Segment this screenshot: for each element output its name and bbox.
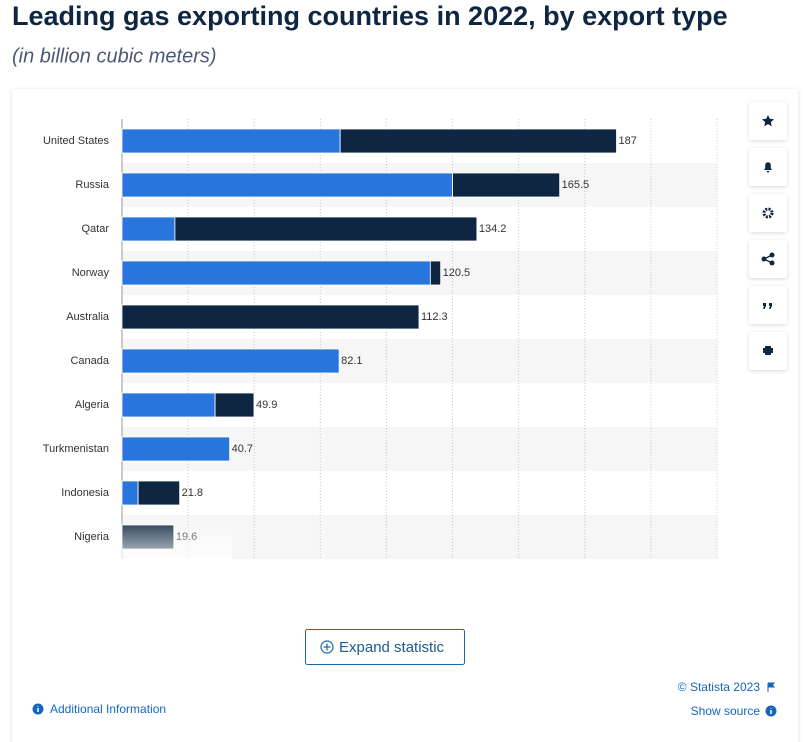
total-label: 49.9 <box>256 399 277 411</box>
bar-segment <box>121 392 216 418</box>
bar-segment <box>121 436 231 462</box>
bar-segment <box>121 348 340 374</box>
show-source[interactable]: Show source <box>691 704 761 718</box>
category-label: United States <box>43 135 110 147</box>
category-label: Canada <box>70 355 109 367</box>
print-icon <box>763 346 773 355</box>
plus-icon-cross <box>323 643 331 651</box>
bar-segment <box>214 392 255 418</box>
total-label: 21.8 <box>182 487 203 499</box>
subtitle: (in billion cubic meters) <box>12 45 217 67</box>
category-label: Norway <box>72 267 110 279</box>
star-icon <box>762 115 774 127</box>
cite-button[interactable] <box>749 286 787 324</box>
quote-icon <box>763 303 772 309</box>
bar-segment <box>121 172 453 198</box>
bar-segment <box>121 260 431 286</box>
bar-segment <box>121 216 176 242</box>
bar-segment <box>452 172 561 198</box>
bar-segment <box>137 480 181 506</box>
category-label: Nigeria <box>74 531 110 543</box>
category-label: Indonesia <box>61 487 110 499</box>
expand-button[interactable] <box>305 629 465 665</box>
category-label: Qatar <box>81 223 109 235</box>
share-icon <box>761 252 775 266</box>
bar-segment <box>339 128 617 154</box>
bar-segment <box>121 304 420 330</box>
total-label: 40.7 <box>232 443 253 455</box>
share-button[interactable] <box>749 240 787 278</box>
flag-icon <box>767 682 775 692</box>
bar-segment <box>429 260 442 286</box>
bar-segment <box>121 128 341 154</box>
category-label: Australia <box>66 311 110 323</box>
settings-button[interactable] <box>749 194 787 232</box>
total-label: 120.5 <box>443 267 471 279</box>
total-label: 112.3 <box>421 311 448 323</box>
side-buttons <box>749 102 787 370</box>
plot: United States 187 Russia 165.5 Qatar 134.2 Nor… <box>43 119 718 559</box>
total-label: 82.1 <box>341 355 362 367</box>
category-label: Turkmenistan <box>43 443 109 455</box>
total-label: 134.2 <box>479 223 507 235</box>
additional-info[interactable]: Additional Information <box>50 702 166 716</box>
title: Leading gas exporting countries in 2022,… <box>12 1 728 31</box>
copyright[interactable]: © Statista 2023 <box>678 680 761 694</box>
total-label: 187 <box>619 135 637 147</box>
gear-icon <box>762 207 774 219</box>
expand-label[interactable]: Expand statistic <box>339 639 445 656</box>
bar-segment <box>121 480 139 506</box>
bar-segment <box>174 216 478 242</box>
category-label: Russia <box>75 179 110 191</box>
plus-icon <box>320 640 334 654</box>
fade-overlay <box>112 515 232 559</box>
category-label: Algeria <box>75 399 110 411</box>
bell-icon <box>764 162 772 173</box>
total-label: 165.5 <box>562 179 590 191</box>
